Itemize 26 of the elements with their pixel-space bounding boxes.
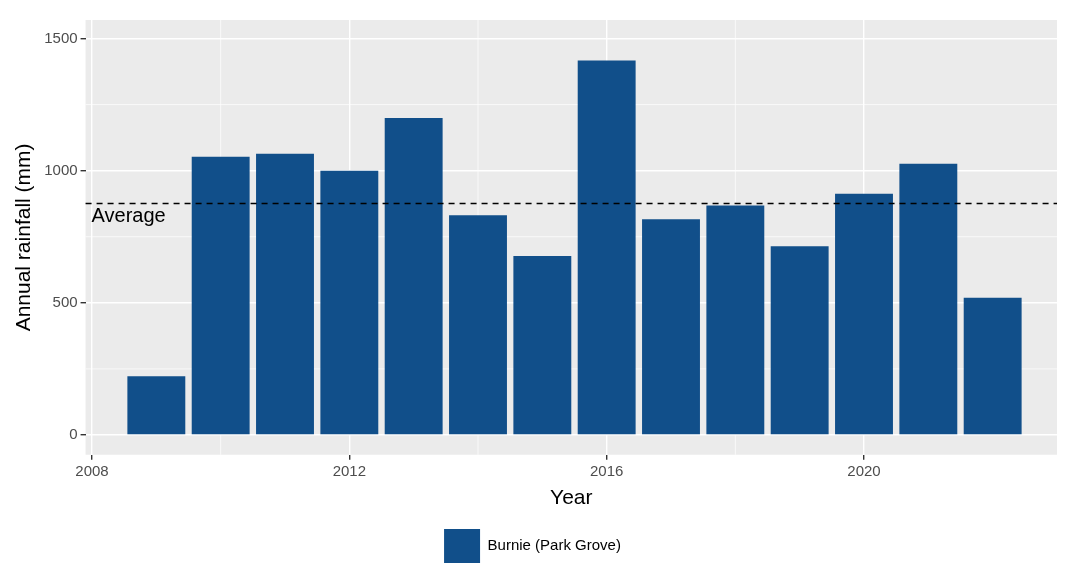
ref-line-label: Average: [91, 203, 166, 226]
y-tick-label: 1500: [44, 28, 78, 46]
x-axis-title: Year: [550, 485, 593, 509]
bar: [899, 163, 958, 435]
x-tick-label: 2020: [847, 461, 881, 479]
bar: [191, 156, 250, 435]
bar: [449, 215, 507, 435]
bar: [384, 118, 443, 435]
x-tick-label: 2016: [589, 461, 624, 479]
y-tick-label: 1000: [44, 160, 78, 178]
bar: [127, 376, 186, 435]
bar: [256, 153, 314, 435]
y-axis-title: Annual rainfall (mm): [11, 143, 35, 332]
bar: [770, 246, 829, 435]
bar: [513, 256, 572, 435]
bar: [577, 60, 636, 435]
legend-label: Burnie (Park Grove): [487, 536, 621, 554]
x-tick-label: 2008: [75, 461, 109, 479]
y-tick-label: 0: [69, 425, 78, 443]
y-tick-label: 500: [52, 292, 78, 310]
bar: [320, 170, 379, 435]
bar: [642, 219, 700, 435]
bar: [963, 297, 1022, 435]
bar: [835, 193, 893, 435]
x-tick-label: 2012: [332, 461, 367, 479]
bar: [706, 205, 765, 435]
